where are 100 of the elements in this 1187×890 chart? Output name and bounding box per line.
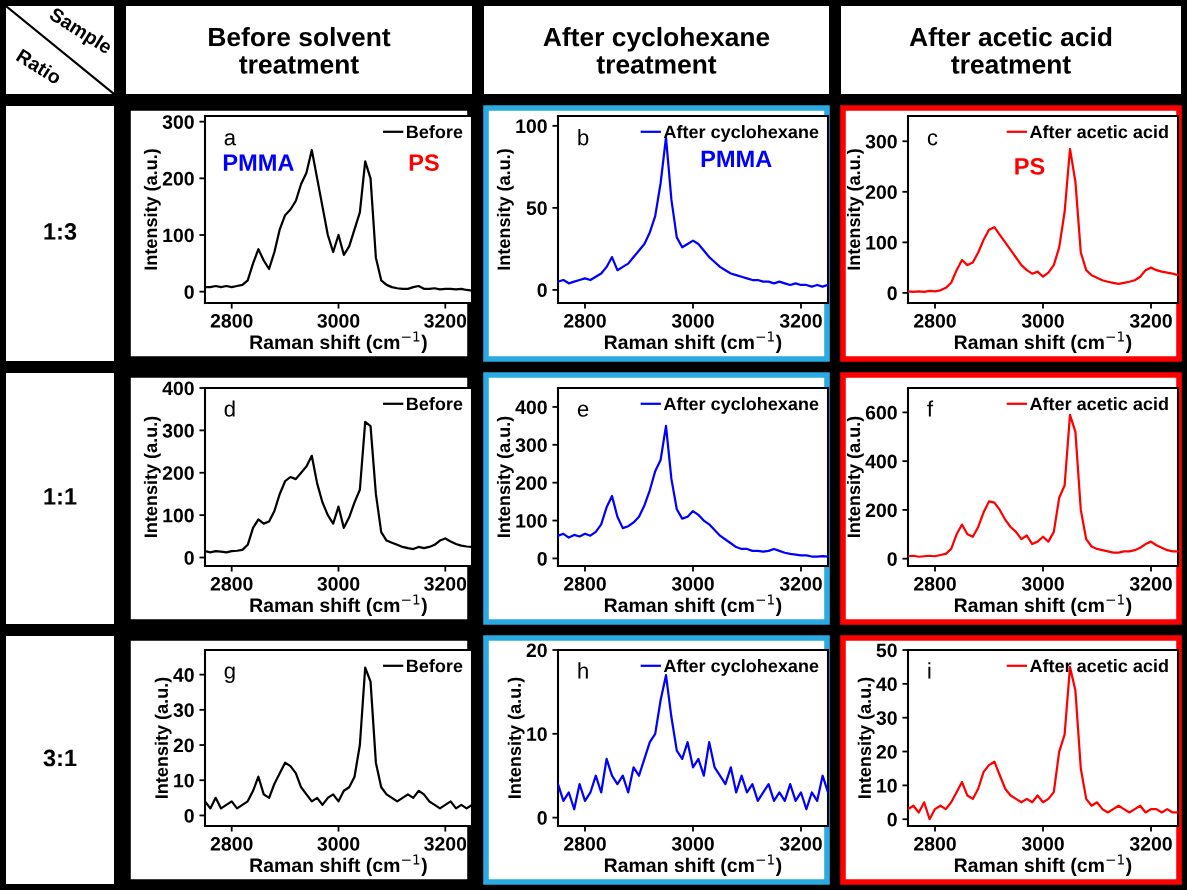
x-tick-label: 3000 — [671, 313, 714, 328]
text: 1:1 — [44, 488, 77, 505]
x-axis-title: Raman shift (cm$^{−1}$) — [604, 854, 782, 876]
annotation: a — [224, 133, 237, 146]
text: 1:3 — [44, 223, 77, 240]
y-tick-label: 300 — [162, 115, 194, 129]
y-tick-label: 200 — [865, 185, 897, 200]
y-tick-label: 0 — [537, 283, 547, 298]
annotation: PMMA — [701, 150, 772, 167]
y-tick-label: 40 — [173, 668, 194, 682]
x-tick-label: 2800 — [210, 576, 253, 591]
x-tick-label: 3200 — [1129, 313, 1172, 328]
x-tick-label: 3000 — [1021, 576, 1064, 591]
legend-label: Before — [406, 125, 463, 139]
x-tick-label: 3200 — [1129, 836, 1172, 851]
y-tick-label: 10 — [877, 778, 897, 793]
x-tick-label: 3200 — [1129, 576, 1172, 591]
y-tick-label: 50 — [876, 643, 897, 658]
text: 3:1 — [43, 749, 77, 767]
x-tick-label: 3200 — [424, 313, 467, 328]
x-tick-label: 3000 — [317, 313, 360, 328]
y-tick-label: 100 — [516, 119, 547, 134]
x-tick-label: 2800 — [914, 576, 956, 591]
x-tick-label: 3200 — [424, 576, 467, 591]
y-tick-label: 100 — [516, 514, 547, 528]
legend-label: After acetic acid — [1029, 397, 1168, 411]
x-axis-title: Raman shift (cm$^{−1}$) — [954, 854, 1132, 876]
annotation: PS — [1015, 157, 1045, 175]
x-tick-label: 3000 — [1021, 313, 1064, 328]
y-axis-title: Intensity (a.u.) — [143, 149, 161, 270]
annotation: PS — [409, 154, 439, 171]
legend-label: After cyclohexane — [663, 659, 819, 676]
legend-label: After acetic acid — [1029, 659, 1168, 673]
y-tick-label: 100 — [866, 235, 897, 250]
x-tick-label: 3200 — [779, 836, 822, 851]
text: Before solvent treatment — [209, 26, 391, 74]
y-tick-label: 0 — [887, 552, 897, 566]
y-tick-label: 300 — [865, 134, 897, 149]
annotation: f — [927, 400, 934, 417]
text: After acetic acid treatment — [909, 26, 1112, 74]
y-tick-label: 20 — [526, 643, 547, 658]
y-tick-label: 200 — [162, 466, 194, 480]
x-tick-label: 3000 — [671, 576, 714, 591]
y-tick-label: 20 — [876, 745, 897, 759]
x-axis-title: Raman shift (cm$^{−1}$) — [250, 331, 427, 353]
x-tick-label: 2800 — [564, 836, 606, 851]
y-tick-label: 200 — [515, 476, 547, 490]
y-tick-label: 300 — [515, 438, 547, 453]
text: After cyclohexane treatment — [543, 26, 770, 74]
x-tick-label: 3200 — [779, 576, 822, 591]
x-tick-label: 3200 — [424, 836, 467, 851]
x-axis-title: Raman shift (cm$^{−1}$) — [604, 594, 782, 616]
y-tick-label: 300 — [162, 423, 194, 438]
y-tick-label: 10 — [527, 727, 547, 742]
y-tick-label: 200 — [865, 503, 897, 518]
line-series — [558, 424, 828, 558]
y-tick-label: 100 — [163, 228, 194, 243]
x-tick-label: 2800 — [210, 313, 253, 328]
y-tick-label: 50 — [526, 201, 547, 216]
x-axis-title: Raman shift (cm$^{−1}$) — [250, 594, 427, 616]
annotation: e — [577, 404, 589, 417]
legend-label: Before — [406, 659, 463, 673]
y-tick-label: 0 — [184, 808, 194, 823]
annotation: PMMA — [223, 154, 294, 171]
y-tick-label: 0 — [537, 551, 547, 566]
x-tick-label: 2800 — [564, 313, 606, 328]
y-axis-title: Intensity (a.u.) — [496, 149, 514, 270]
x-tick-label: 3000 — [1021, 836, 1064, 851]
y-tick-label: 100 — [163, 508, 194, 523]
annotation: i — [928, 662, 931, 679]
annotation: b — [578, 129, 589, 146]
y-tick-label: 200 — [162, 171, 194, 186]
y-tick-label: 30 — [173, 703, 194, 718]
x-tick-label: 2800 — [210, 836, 253, 851]
y-axis-title: Intensity (a.u.) — [857, 677, 875, 798]
x-tick-label: 2800 — [914, 836, 956, 851]
y-axis-title: Intensity (a.u.) — [143, 416, 161, 537]
x-tick-label: 3000 — [671, 836, 714, 851]
line-series — [908, 147, 1178, 293]
y-tick-label: 400 — [515, 400, 547, 415]
y-tick-label: 400 — [162, 381, 194, 396]
legend-label: Before — [406, 397, 463, 411]
x-axis-title: Raman shift (cm$^{−1}$) — [954, 594, 1132, 616]
y-axis-title: Intensity (a.u.) — [154, 677, 172, 798]
y-tick-label: 10 — [174, 773, 194, 788]
x-axis-title: Raman shift (cm$^{−1}$) — [954, 331, 1132, 353]
x-axis-title: Raman shift (cm$^{−1}$) — [250, 854, 427, 876]
y-axis-title: Intensity (a.u.) — [507, 677, 525, 798]
annotation: d — [224, 400, 235, 417]
annotation: c — [927, 133, 938, 146]
x-axis-title: Raman shift (cm$^{−1}$) — [604, 331, 782, 353]
y-tick-label: 30 — [876, 711, 897, 725]
y-axis-title: Intensity (a.u.) — [846, 416, 864, 537]
x-tick-label: 3200 — [779, 313, 822, 328]
y-tick-label: 600 — [865, 405, 897, 420]
y-axis-title: Intensity (a.u.) — [846, 149, 864, 270]
x-tick-label: 3000 — [317, 836, 360, 851]
y-tick-label: 400 — [865, 454, 897, 469]
y-tick-label: 0 — [184, 550, 194, 565]
annotation: h — [578, 662, 588, 679]
